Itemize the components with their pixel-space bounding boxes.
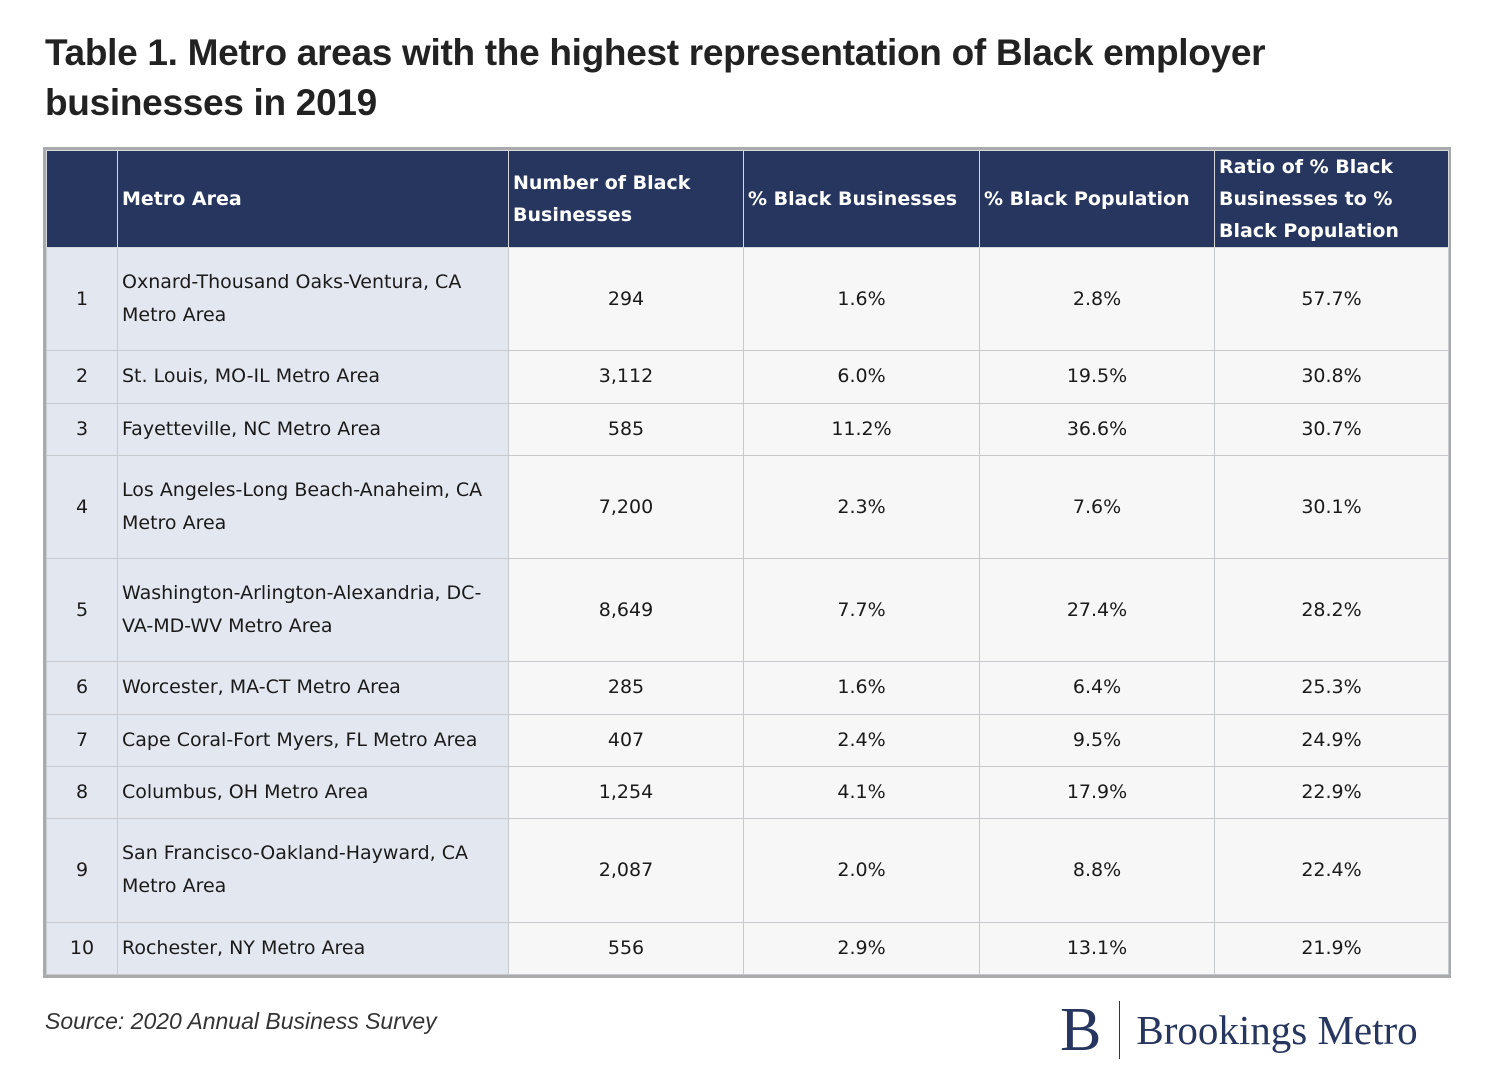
rank-cell: 10 [46,921,118,976]
table-row: 5 Washington-Arlington-Alexandria, DC-VA-… [46,558,1449,663]
table-row: 3 Fayetteville, NC Metro Area 585 11.2% 36.6… [46,402,1449,456]
rank-cell: 2 [46,350,118,404]
table-row: 9 San Francisco-Oakland-Hayward, CA Metro… [46,818,1449,923]
number-cell: 7,200 [508,454,744,560]
header-row: Metro Area Number of Black Businesses% Bl… [46,150,1449,248]
rank-cell: 3 [46,402,118,456]
ratio-cell: 22.9% [1214,765,1449,820]
pct-population-cell: 19.5% [979,350,1215,404]
table-row: 4 Los Angeles-Long Beach-Anaheim, CA Metr… [46,454,1449,560]
number-cell: 1,254 [508,765,744,820]
pct-businesses-cell: 4.1% [743,765,980,820]
ratio-cell: 22.4% [1214,818,1449,923]
table-frame: Metro Area Number of Black Businesses% Bl… [43,147,1451,978]
metro-area-cell: Cape Coral-Fort Myers, FL Metro Area [117,713,509,768]
rank-cell: 8 [46,765,118,820]
table-row: 8 Columbus, OH Metro Area 1,254 4.1% 17.9% 22… [46,765,1449,820]
ratio-header: Ratio of % Black Businesses to % Black P… [1214,150,1449,248]
number-header: Number of Black Businesses [508,150,744,248]
pct-businesses-cell: 1.6% [743,246,980,352]
table-row: 1 Oxnard-Thousand Oaks-Ventura, CA Metro … [46,246,1449,352]
rank-cell: 1 [46,246,118,352]
ratio-cell: 24.9% [1214,713,1449,768]
pct-businesses-cell: 2.4% [743,713,980,768]
number-cell: 556 [508,921,744,976]
logo-divider [1119,1001,1121,1059]
brookings-metro-logo: B Brookings Metro [1060,995,1418,1065]
table-row: 7 Cape Coral-Fort Myers, FL Metro Area 407… [46,713,1449,768]
ratio-cell: 25.3% [1214,661,1449,715]
table-row: 10 Rochester, NY Metro Area 556 2.9% 13.1% 21… [46,921,1449,976]
pct-population-cell: 2.8% [979,246,1215,352]
number-cell: 294 [508,246,744,352]
number-cell: 585 [508,402,744,456]
pct-population-cell: 8.8% [979,818,1215,923]
pct-businesses-cell: 11.2% [743,402,980,456]
metro-table: Metro Area Number of Black Businesses% Bl… [46,150,1449,976]
ratio-cell: 30.1% [1214,454,1449,560]
pct-businesses-cell: 2.3% [743,454,980,560]
table-row: 6 Worcester, MA-CT Metro Area 285 1.6% 6.4% 2… [46,661,1449,715]
metro-area-cell: Los Angeles-Long Beach-Anaheim, CA Metro… [117,454,509,560]
pct-businesses-cell: 2.0% [743,818,980,923]
pct-population-cell: 27.4% [979,558,1215,663]
number-cell: 2,087 [508,818,744,923]
ratio-cell: 28.2% [1214,558,1449,663]
metro-area-cell: Worcester, MA-CT Metro Area [117,661,509,715]
pct-population-cell: 9.5% [979,713,1215,768]
pct-population-cell: 13.1% [979,921,1215,976]
pct-businesses-header: % Black Businesses [743,150,980,248]
pct-population-cell: 17.9% [979,765,1215,820]
pct-population-cell: 7.6% [979,454,1215,560]
metro-area-cell: Rochester, NY Metro Area [117,921,509,976]
table-row: 2 St. Louis, MO-IL Metro Area 3,112 6.0% 19.… [46,350,1449,404]
metro-area-cell: Columbus, OH Metro Area [117,765,509,820]
pct-businesses-cell: 6.0% [743,350,980,404]
rank-cell: 9 [46,818,118,923]
pct-businesses-cell: 1.6% [743,661,980,715]
pct-population-cell: 36.6% [979,402,1215,456]
rank-cell: 5 [46,558,118,663]
rank-cell: 7 [46,713,118,768]
source-note: Source: 2020 Annual Business Survey [45,1008,437,1034]
logo-mark: B [1060,996,1102,1064]
metro-area-cell: Oxnard-Thousand Oaks-Ventura, CA Metro A… [117,246,509,352]
rank-cell: 6 [46,661,118,715]
ratio-cell: 57.7% [1214,246,1449,352]
metro-area-cell: Fayetteville, NC Metro Area [117,402,509,456]
ratio-cell: 21.9% [1214,921,1449,976]
rank-cell: 4 [46,454,118,560]
metro-area-cell: San Francisco-Oakland-Hayward, CA Metro … [117,818,509,923]
pct-population-cell: 6.4% [979,661,1215,715]
rank-header [46,150,118,248]
number-cell: 8,649 [508,558,744,663]
number-cell: 3,112 [508,350,744,404]
pct-businesses-cell: 2.9% [743,921,980,976]
metro-area-header: Metro Area [117,150,509,248]
metro-area-cell: St. Louis, MO-IL Metro Area [117,350,509,404]
number-cell: 285 [508,661,744,715]
table-title: Table 1. Metro areas with the highest re… [45,32,1266,123]
pct-businesses-cell: 7.7% [743,558,980,663]
pct-population-header: % Black Population [979,150,1215,248]
number-cell: 407 [508,713,744,768]
logo-text: Brookings Metro [1136,1007,1418,1053]
table-body: 1 Oxnard-Thousand Oaks-Ventura, CA Metro … [46,246,1449,976]
metro-area-cell: Washington-Arlington-Alexandria, DC-VA-M… [117,558,509,663]
ratio-cell: 30.8% [1214,350,1449,404]
ratio-cell: 30.7% [1214,402,1449,456]
